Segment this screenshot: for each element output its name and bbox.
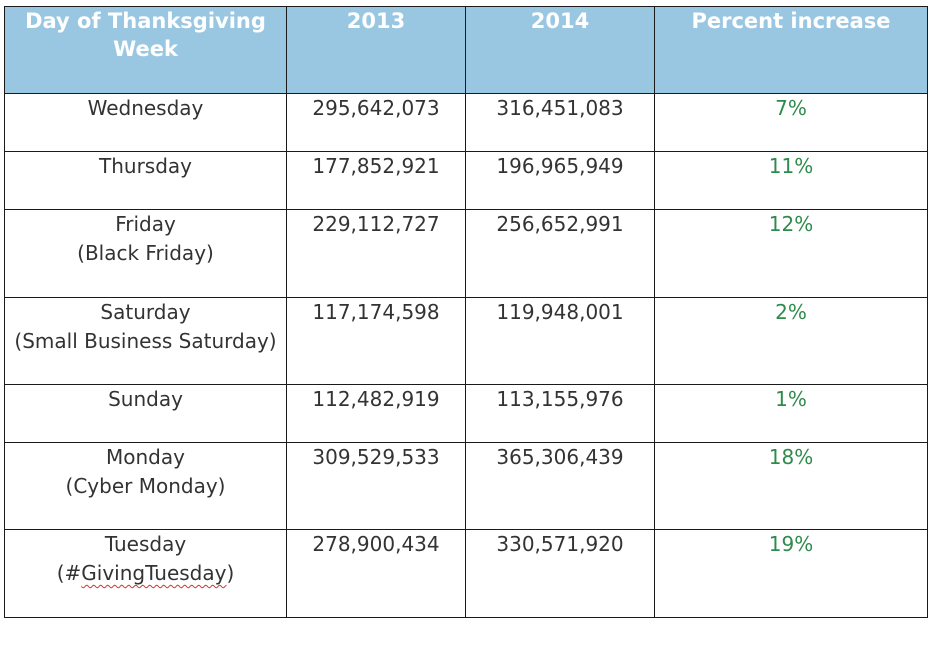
percent-increase-cell: 1% <box>654 384 928 443</box>
value-2013-cell: 117,174,598 <box>286 297 466 385</box>
value-2013-cell: 295,642,073 <box>286 93 466 152</box>
day-cell: Wednesday <box>4 93 287 152</box>
table-row: Wednesday 295,642,073 316,451,083 7% <box>4 93 928 152</box>
value-2013-cell: 278,900,434 <box>286 529 466 618</box>
value-2014-cell: 365,306,439 <box>465 442 655 530</box>
percent-increase-cell: 7% <box>654 93 928 152</box>
table-row: Monday (Cyber Monday) 309,529,533 365,306,4… <box>4 442 928 530</box>
value-2013-cell: 309,529,533 <box>286 442 466 530</box>
header-2013: 2013 <box>286 6 466 94</box>
percent-increase-cell: 18% <box>654 442 928 530</box>
header-2014: 2014 <box>465 6 655 94</box>
day-name: Thursday <box>99 154 192 178</box>
day-subtitle: (Black Friday) <box>77 241 214 265</box>
table-body: Wednesday 295,642,073 316,451,083 7% Thursda… <box>4 93 928 618</box>
value-2013-cell: 112,482,919 <box>286 384 466 443</box>
table-row: Friday (Black Friday) 229,112,727 256,652,9… <box>4 209 928 298</box>
header-day: Day of Thanksgiving Week <box>4 6 287 94</box>
value-2013-cell: 229,112,727 <box>286 209 466 298</box>
value-2014-cell: 113,155,976 <box>465 384 655 443</box>
day-cell: Saturday (Small Business Saturday) <box>4 297 287 385</box>
day-cell: Thursday <box>4 151 287 210</box>
value-2014-cell: 119,948,001 <box>465 297 655 385</box>
header-row: Day of Thanksgiving Week 2013 2014 Perce… <box>4 6 928 94</box>
percent-increase-cell: 11% <box>654 151 928 210</box>
day-cell: Friday (Black Friday) <box>4 209 287 298</box>
day-cell: Tuesday (#GivingTuesday) <box>4 529 287 618</box>
thanksgiving-week-table: Day of Thanksgiving Week 2013 2014 Perce… <box>4 6 928 618</box>
percent-increase-cell: 12% <box>654 209 928 298</box>
day-name: Wednesday <box>87 96 204 120</box>
day-subtitle: (Cyber Monday) <box>65 474 226 498</box>
table-row: Tuesday (#GivingTuesday) 278,900,434 330,57… <box>4 529 928 618</box>
spellcheck-underline: GivingTuesday <box>81 561 227 585</box>
value-2013-cell: 177,852,921 <box>286 151 466 210</box>
value-2014-cell: 316,451,083 <box>465 93 655 152</box>
day-name: Monday <box>106 445 185 469</box>
day-name: Sunday <box>108 387 183 411</box>
table-row: Sunday 112,482,919 113,155,976 1% <box>4 384 928 443</box>
day-cell: Sunday <box>4 384 287 443</box>
percent-increase-cell: 19% <box>654 529 928 618</box>
table-row: Saturday (Small Business Saturday) 117,174… <box>4 297 928 385</box>
day-name: Saturday <box>100 300 191 324</box>
value-2014-cell: 256,652,991 <box>465 209 655 298</box>
value-2014-cell: 196,965,949 <box>465 151 655 210</box>
day-subtitle: (#GivingTuesday) <box>56 561 235 585</box>
day-name: Friday <box>115 212 176 236</box>
header-percent-increase: Percent increase <box>654 6 928 94</box>
day-cell: Monday (Cyber Monday) <box>4 442 287 530</box>
table-row: Thursday 177,852,921 196,965,949 11% <box>4 151 928 210</box>
day-subtitle: (Small Business Saturday) <box>14 329 277 353</box>
value-2014-cell: 330,571,920 <box>465 529 655 618</box>
day-name: Tuesday <box>104 532 187 556</box>
percent-increase-cell: 2% <box>654 297 928 385</box>
